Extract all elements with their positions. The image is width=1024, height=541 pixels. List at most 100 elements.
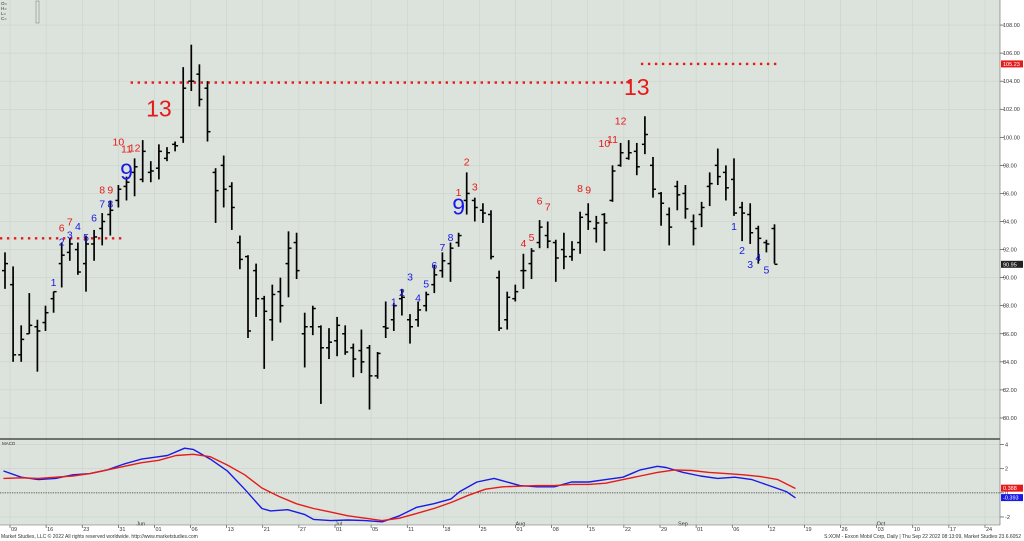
ohlc-bar bbox=[747, 203, 754, 244]
price-tick-label: 92.00 bbox=[1003, 248, 1017, 254]
ohlc-bar bbox=[326, 328, 332, 360]
ohlc-bar bbox=[139, 140, 146, 183]
x-tick-label: 09 bbox=[11, 527, 17, 533]
x-tick-label: 12 bbox=[769, 527, 775, 533]
macd-line bbox=[3, 447, 796, 523]
ohlc-bar bbox=[488, 210, 494, 260]
ohlc-bar bbox=[544, 221, 551, 249]
ohlc-bar bbox=[74, 242, 81, 275]
ohlc-bar bbox=[577, 211, 584, 254]
bottom-axis-strip bbox=[0, 525, 1024, 541]
ohlc-bar bbox=[99, 213, 106, 246]
ohlc-legend: O= H= L= C= bbox=[1, 1, 8, 21]
legend-line-high: H= bbox=[1, 6, 7, 11]
sequential-count-label: 9 bbox=[120, 158, 133, 184]
sequential-count-label: 4 bbox=[75, 221, 81, 233]
sequential-count-label: 10 bbox=[599, 138, 611, 150]
ohlc-bar bbox=[34, 319, 41, 372]
sequential-count-label: 3 bbox=[472, 182, 478, 194]
sequential-count-label: 1 bbox=[391, 297, 397, 309]
axis-layer: 108.00 106.00 104.00 102.00 100.00 98.00 96.00… bbox=[9, 23, 1023, 533]
ohlc-bar bbox=[690, 214, 697, 246]
sequential-count-label: 13 bbox=[624, 74, 650, 100]
sequential-count-label: 2 bbox=[739, 245, 745, 257]
ohlc-bar bbox=[585, 203, 592, 230]
ohlc-bar bbox=[763, 239, 770, 253]
ohlc-bar bbox=[471, 197, 478, 222]
ohlc-bar bbox=[569, 241, 575, 261]
ohlc-bar bbox=[593, 215, 600, 243]
sequential-count-label: 5 bbox=[423, 278, 429, 290]
ohlc-bar bbox=[447, 242, 454, 282]
ohlc-bar bbox=[739, 201, 746, 242]
sequential-count-label: 2 bbox=[399, 287, 405, 299]
ohlc-bar bbox=[204, 81, 211, 142]
ohlc-bar bbox=[253, 263, 260, 317]
x-tick-label: 13 bbox=[228, 527, 234, 533]
sequential-count-label: 5 bbox=[529, 232, 535, 244]
ohlc-bar bbox=[560, 232, 567, 270]
macd-tick-label: -2 bbox=[1005, 515, 1010, 521]
ohlc-bar bbox=[609, 165, 616, 202]
ohlc-bar bbox=[123, 176, 130, 201]
ohlc-bar bbox=[228, 182, 235, 230]
ohlc-bar bbox=[552, 239, 559, 282]
ohlc-bar bbox=[625, 140, 632, 160]
x-tick-label: 25 bbox=[480, 527, 486, 533]
ohlc-bar bbox=[601, 213, 608, 251]
x-tick-label: 03 bbox=[878, 527, 884, 533]
ohlc-bar bbox=[463, 172, 470, 215]
ohlc-bar bbox=[771, 224, 778, 266]
ohlc-bar bbox=[107, 200, 114, 236]
ohlc-bar bbox=[83, 235, 89, 292]
ohlc-bar bbox=[731, 158, 737, 216]
ohlc-bar bbox=[10, 266, 17, 362]
sequential-count-label: 3 bbox=[407, 271, 413, 283]
ohlc-bar bbox=[520, 253, 527, 289]
sequential-count-label: 13 bbox=[146, 95, 172, 121]
sequential-count-label: 2 bbox=[464, 156, 470, 168]
ohlc-bar bbox=[164, 147, 170, 162]
x-month-label: Oct bbox=[877, 522, 886, 528]
sequential-count-label: 9 bbox=[585, 184, 591, 196]
sequential-count-label: 11 bbox=[607, 134, 618, 146]
ohlc-bar bbox=[407, 314, 413, 344]
price-tick-label: 102.00 bbox=[1003, 107, 1020, 113]
x-tick-label: 10 bbox=[914, 527, 920, 533]
x-tick-label: 21 bbox=[264, 527, 270, 533]
resistance-price-badge: 105.23 bbox=[1001, 60, 1023, 68]
sequential-count-label: 8 bbox=[107, 198, 113, 210]
ohlc-bar bbox=[617, 142, 624, 167]
ohlc-bar bbox=[390, 302, 397, 331]
price-tick-label: 90.00 bbox=[1003, 276, 1017, 282]
last-price-badge-box bbox=[1001, 260, 1023, 268]
ohlc-bar bbox=[650, 156, 656, 198]
ohlc-bar bbox=[309, 305, 316, 336]
ohlc-bar bbox=[415, 301, 422, 327]
x-tick-label: 23 bbox=[83, 527, 89, 533]
x-tick-label: 17 bbox=[950, 527, 956, 533]
x-month-label: Aug bbox=[516, 522, 526, 528]
sequential-count-label: 1 bbox=[731, 221, 737, 233]
ohlc-bar bbox=[714, 148, 721, 186]
price-tick-label: 100.00 bbox=[1003, 135, 1020, 141]
ohlc-bar bbox=[131, 158, 138, 197]
ohlc-bar bbox=[698, 201, 705, 228]
ohlc-bar bbox=[342, 325, 349, 355]
ohlc-bar bbox=[755, 225, 762, 264]
ohlc-bar bbox=[374, 352, 381, 379]
ohlc-bar bbox=[658, 192, 665, 226]
x-tick-label: 15 bbox=[589, 527, 595, 533]
x-tick-label: 29 bbox=[661, 527, 667, 533]
x-tick-label: 22 bbox=[625, 527, 631, 533]
sequential-count-label: 6 bbox=[537, 196, 543, 208]
ohlc-bar bbox=[172, 141, 179, 152]
price-tick-label: 84.00 bbox=[1003, 360, 1017, 366]
ohlc-bar bbox=[66, 238, 73, 261]
x-tick-label: 01 bbox=[336, 527, 342, 533]
x-tick-label: 19 bbox=[805, 527, 811, 533]
ohlc-bar bbox=[220, 155, 227, 208]
sequential-count-label: 8 bbox=[448, 232, 454, 244]
ohlc-bar bbox=[674, 180, 681, 211]
legend-line-low: L= bbox=[1, 11, 7, 16]
